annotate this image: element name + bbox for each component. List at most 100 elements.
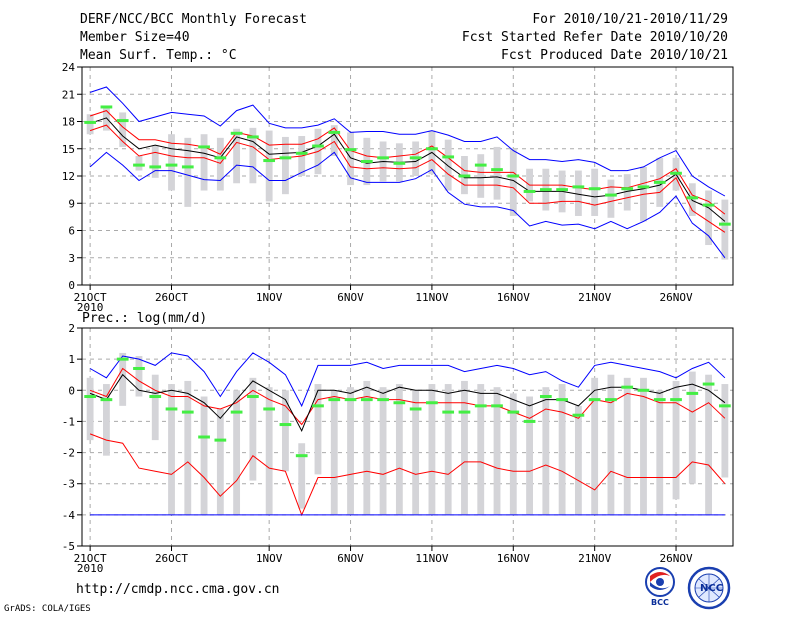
prec-member-marker bbox=[214, 438, 227, 442]
prec-box bbox=[688, 371, 696, 484]
ncc-logo-label: NCC bbox=[700, 583, 723, 594]
bcc-logo: BCC bbox=[645, 567, 675, 606]
prec-ytick-label: -4 bbox=[62, 509, 76, 522]
temp-box bbox=[607, 179, 615, 218]
temp-xtick-label: 21NOV bbox=[578, 291, 611, 304]
prec-xtick-label: 26OCT bbox=[155, 552, 188, 565]
temp-member-marker bbox=[198, 145, 210, 149]
temp-member-marker bbox=[263, 159, 276, 163]
prec-member-marker bbox=[84, 395, 96, 399]
prec-box bbox=[721, 384, 729, 478]
temp-member-marker bbox=[539, 188, 552, 192]
temp-panel: 0 3 6 9 12 15 18 21 24 21OCT 26OCT 1NOV 6NOV 11NOV 16N… bbox=[62, 61, 734, 314]
prec-ytick-label: 0 bbox=[68, 384, 75, 397]
temp-member-marker bbox=[312, 144, 324, 148]
prec-box bbox=[509, 393, 517, 515]
temp-member-marker bbox=[686, 196, 699, 200]
temp-box bbox=[623, 174, 631, 211]
temp-member-marker bbox=[426, 147, 438, 151]
prec-member-marker bbox=[165, 407, 178, 411]
prec-series-lower bbox=[89, 433, 726, 517]
temp-xtick-label: 26NOV bbox=[659, 291, 692, 304]
temp-ytick-label: 9 bbox=[68, 197, 75, 210]
precipitation-panel-title: Prec.: log(mm/d) bbox=[82, 311, 207, 326]
prec-box bbox=[395, 384, 403, 515]
prec-member-marker bbox=[474, 404, 487, 408]
prec-member-marker bbox=[409, 407, 422, 411]
prec-box bbox=[102, 384, 110, 456]
chart-title: DERF/NCC/BCC Monthly Forecast bbox=[80, 12, 307, 27]
prec-ytick-label: 1 bbox=[68, 353, 75, 366]
prec-box bbox=[216, 408, 224, 515]
temp-member-marker bbox=[491, 168, 503, 172]
prec-member-marker bbox=[360, 398, 373, 402]
temp-box bbox=[330, 125, 338, 157]
temp-member-marker bbox=[230, 131, 243, 135]
prec-member-marker bbox=[523, 419, 536, 423]
temp-box bbox=[477, 154, 485, 198]
prec-box bbox=[314, 384, 322, 475]
prec-member-marker bbox=[377, 398, 389, 402]
prec-member-marker bbox=[491, 404, 503, 408]
temp-box bbox=[721, 199, 729, 260]
temperature-panel-title: Mean Surf. Temp.: °C bbox=[80, 48, 237, 63]
prec-series-upper bbox=[89, 367, 726, 426]
temp-xtick-label: 6NOV bbox=[337, 291, 364, 304]
prec-member-marker bbox=[507, 410, 520, 414]
temp-member-marker bbox=[328, 130, 341, 134]
prec-series-mean bbox=[89, 373, 726, 432]
prec-member-marker bbox=[637, 388, 650, 392]
temp-series-upper bbox=[89, 110, 726, 215]
prec-xtick-label: 1NOV bbox=[256, 552, 283, 565]
prec-box bbox=[412, 390, 420, 515]
prec-box bbox=[640, 377, 647, 515]
prec-member-marker bbox=[458, 410, 471, 414]
source-url[interactable]: http://cmdp.ncc.cma.gov.cn bbox=[76, 582, 280, 597]
prec-xtick-label: 21NOV bbox=[578, 552, 611, 565]
prec-member-marker bbox=[344, 398, 357, 402]
prec-xtick-label: 6NOV bbox=[337, 552, 364, 565]
temp-box bbox=[282, 136, 289, 195]
temp-member-marker bbox=[181, 165, 194, 169]
temp-box bbox=[86, 114, 94, 135]
prec-member-marker bbox=[653, 398, 666, 402]
prec-box bbox=[379, 387, 387, 515]
prec-box bbox=[444, 384, 452, 515]
prec-xtick-label: 21OCT bbox=[74, 552, 107, 565]
temp-ytick-label: 12 bbox=[62, 170, 75, 183]
temp-member-marker bbox=[507, 174, 520, 178]
prec-member-marker bbox=[100, 398, 113, 402]
prec-box bbox=[574, 405, 582, 515]
prec-member-marker bbox=[702, 382, 715, 386]
prec-box bbox=[298, 443, 306, 509]
temp-member-marker bbox=[344, 148, 357, 152]
prec-box bbox=[558, 384, 566, 515]
prec-panel: -5 -4 -3 -2 -1 0 1 2 21OCT 26OCT 1NOV 6NOV 11NOV 16NO… bbox=[62, 311, 734, 575]
temp-member-marker bbox=[133, 163, 145, 167]
temp-xtick-label: 16NOV bbox=[497, 291, 530, 304]
temp-ytick-label: 18 bbox=[62, 116, 75, 129]
temp-series-min bbox=[89, 151, 726, 259]
prec-box bbox=[135, 356, 143, 397]
temp-box bbox=[135, 156, 143, 171]
temp-member-marker bbox=[572, 185, 585, 189]
temp-year-label: 2010 bbox=[77, 301, 104, 314]
prec-ytick-label: 2 bbox=[68, 322, 75, 335]
prec-box bbox=[200, 396, 208, 515]
temp-series-max bbox=[89, 86, 726, 197]
prec-year-label: 2010 bbox=[77, 562, 104, 575]
prec-box bbox=[249, 377, 257, 481]
grads-credit: GrADS: COLA/IGES bbox=[4, 604, 91, 614]
prec-box bbox=[493, 387, 501, 515]
prec-member-marker bbox=[719, 404, 731, 408]
prec-member-marker bbox=[230, 410, 243, 414]
prec-member-marker bbox=[539, 395, 552, 399]
prec-box bbox=[656, 390, 664, 515]
temp-member-marker bbox=[393, 161, 406, 165]
prec-ytick-label: -2 bbox=[62, 447, 75, 460]
temp-xtick-label: 1NOV bbox=[256, 291, 283, 304]
prec-box bbox=[623, 377, 631, 515]
temp-xtick-label: 26OCT bbox=[155, 291, 188, 304]
forecast-period: For 2010/10/21-2010/11/29 bbox=[532, 12, 728, 27]
